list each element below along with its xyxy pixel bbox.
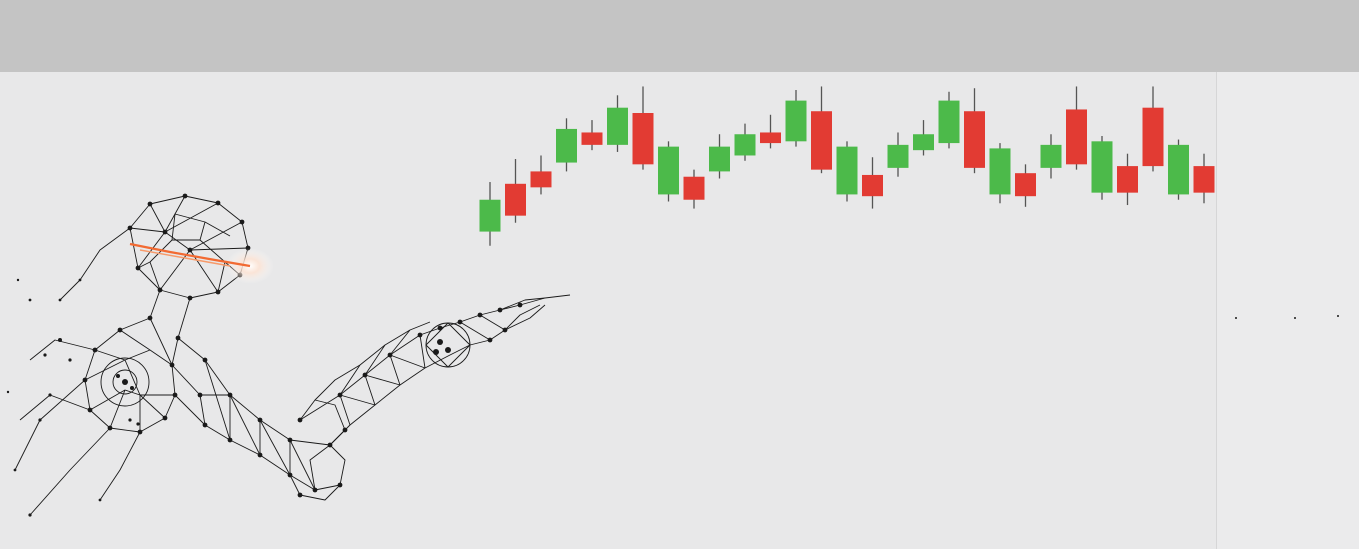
candle-body-down: [1142, 107, 1164, 167]
candle-body-down: [964, 111, 985, 168]
candle-body-up: [658, 146, 679, 195]
candle-body-up: [734, 134, 756, 156]
candle-body-down: [1117, 166, 1138, 193]
candle-body-down: [862, 174, 883, 197]
visor-glow: [129, 242, 274, 284]
candle-body-up: [607, 107, 628, 145]
candle-body-down: [1193, 166, 1215, 193]
wireframe-robot-figure-icon: [14, 195, 571, 516]
candle-body-up: [479, 199, 501, 232]
candle-body-down: [530, 171, 552, 188]
particle-dots: [6, 193, 1339, 517]
candle-body-up: [989, 148, 1011, 195]
candle-body-down: [1066, 109, 1087, 165]
candle-body-up: [938, 100, 960, 144]
candle-body-up: [556, 128, 577, 163]
candle-body-down: [811, 111, 832, 170]
candle-body-down: [683, 176, 705, 200]
candle-body-down: [632, 113, 654, 165]
candle-body-up: [709, 146, 730, 172]
side-panel: [1216, 72, 1359, 549]
main-canvas-area: [0, 72, 1216, 549]
candle-body-up: [1168, 144, 1189, 195]
candle-body-down: [760, 132, 781, 144]
top-bar: [0, 0, 1359, 72]
candle-body-up: [785, 100, 807, 142]
candle-body-down: [581, 132, 603, 145]
candle-body-up: [1040, 144, 1062, 168]
candle-body-up: [836, 146, 858, 195]
candle-body-up: [913, 134, 934, 151]
candle-body-down: [1015, 173, 1036, 197]
candlestick-chart-graphic: [479, 86, 1215, 246]
candle-body-up: [1091, 141, 1113, 193]
candle-body-up: [887, 144, 909, 168]
candle-body-down: [505, 183, 526, 216]
